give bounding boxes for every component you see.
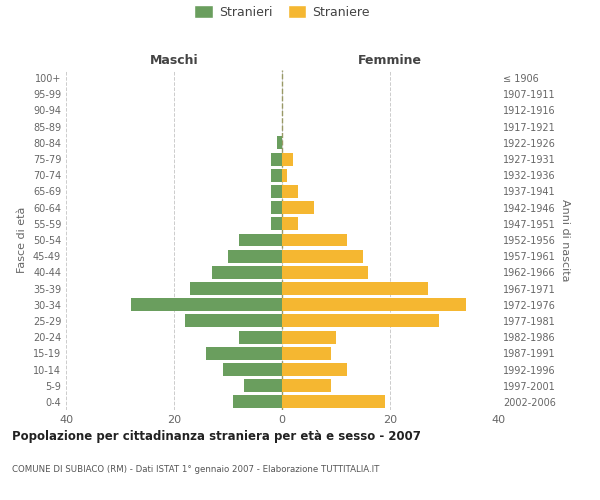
Bar [271, 169, 282, 181]
Text: COMUNE DI SUBIACO (RM) - Dati ISTAT 1° gennaio 2007 - Elaborazione TUTTITALIA.IT: COMUNE DI SUBIACO (RM) - Dati ISTAT 1° g… [12, 465, 379, 474]
Bar [223, 363, 282, 376]
Bar [282, 218, 298, 230]
Bar [271, 152, 282, 166]
Bar [233, 396, 282, 408]
Bar [185, 314, 282, 328]
Bar [282, 347, 331, 360]
Bar [282, 234, 347, 246]
Bar [282, 201, 314, 214]
Bar [239, 234, 282, 246]
Text: Popolazione per cittadinanza straniera per età e sesso - 2007: Popolazione per cittadinanza straniera p… [12, 430, 421, 443]
Bar [282, 298, 466, 311]
Bar [282, 282, 428, 295]
Bar [282, 379, 331, 392]
Bar [282, 314, 439, 328]
Bar [239, 330, 282, 344]
Bar [277, 136, 282, 149]
Bar [212, 266, 282, 279]
Bar [282, 152, 293, 166]
Bar [282, 330, 336, 344]
Text: Maschi: Maschi [149, 54, 199, 68]
Bar [271, 185, 282, 198]
Bar [244, 379, 282, 392]
Bar [282, 396, 385, 408]
Bar [282, 250, 363, 262]
Bar [228, 250, 282, 262]
Bar [271, 201, 282, 214]
Bar [282, 266, 368, 279]
Bar [190, 282, 282, 295]
Text: Femmine: Femmine [358, 54, 422, 68]
Bar [131, 298, 282, 311]
Legend: Stranieri, Straniere: Stranieri, Straniere [190, 2, 374, 22]
Y-axis label: Anni di nascita: Anni di nascita [560, 198, 569, 281]
Bar [282, 185, 298, 198]
Bar [282, 363, 347, 376]
Y-axis label: Fasce di età: Fasce di età [17, 207, 27, 273]
Bar [271, 218, 282, 230]
Bar [206, 347, 282, 360]
Bar [282, 169, 287, 181]
